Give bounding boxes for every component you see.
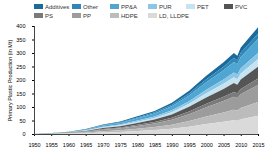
svg-text:0: 0 bbox=[22, 131, 25, 137]
html-text:Other: Other bbox=[83, 3, 98, 10]
svg-text:1965: 1965 bbox=[80, 142, 92, 148]
svg-text:200: 200 bbox=[16, 77, 25, 83]
svg-text:250: 250 bbox=[16, 64, 25, 70]
svg-text:1955: 1955 bbox=[46, 142, 58, 148]
svg-text:1985: 1985 bbox=[149, 142, 161, 148]
svg-text:1960: 1960 bbox=[63, 142, 75, 148]
html-text:Additives: Additives bbox=[45, 3, 70, 10]
svg-text:1975: 1975 bbox=[115, 142, 127, 148]
svg-text:300: 300 bbox=[16, 50, 25, 56]
svg-text:2005: 2005 bbox=[218, 142, 230, 148]
svg-text:1990: 1990 bbox=[166, 142, 178, 148]
svg-text:150: 150 bbox=[16, 91, 25, 97]
svg-text:400: 400 bbox=[16, 23, 25, 29]
svg-text:2000: 2000 bbox=[201, 142, 213, 148]
html-text:LD, LLDPE: LD, LLDPE bbox=[159, 12, 189, 19]
svg-text:350: 350 bbox=[16, 37, 25, 43]
html-text:PS: PS bbox=[45, 12, 53, 19]
svg-text:2010: 2010 bbox=[235, 142, 247, 148]
svg-text:1995: 1995 bbox=[183, 142, 195, 148]
html-text:PUR: PUR bbox=[159, 3, 172, 10]
html-text:HDPE: HDPE bbox=[121, 12, 138, 19]
html-text:PET: PET bbox=[197, 3, 209, 10]
html-text:PP: PP bbox=[83, 12, 91, 19]
html-text:PVC: PVC bbox=[235, 3, 248, 10]
svg-text:Primary Plastic Production (in: Primary Plastic Production (in Mt) bbox=[7, 40, 13, 122]
svg-text:100: 100 bbox=[16, 104, 25, 110]
svg-text:50: 50 bbox=[19, 118, 25, 124]
svg-text:1980: 1980 bbox=[132, 142, 144, 148]
svg-text:1970: 1970 bbox=[97, 142, 109, 148]
html-text:PP&A: PP&A bbox=[121, 3, 137, 10]
svg-text:2015: 2015 bbox=[252, 142, 264, 148]
svg-text:1950: 1950 bbox=[28, 142, 40, 148]
